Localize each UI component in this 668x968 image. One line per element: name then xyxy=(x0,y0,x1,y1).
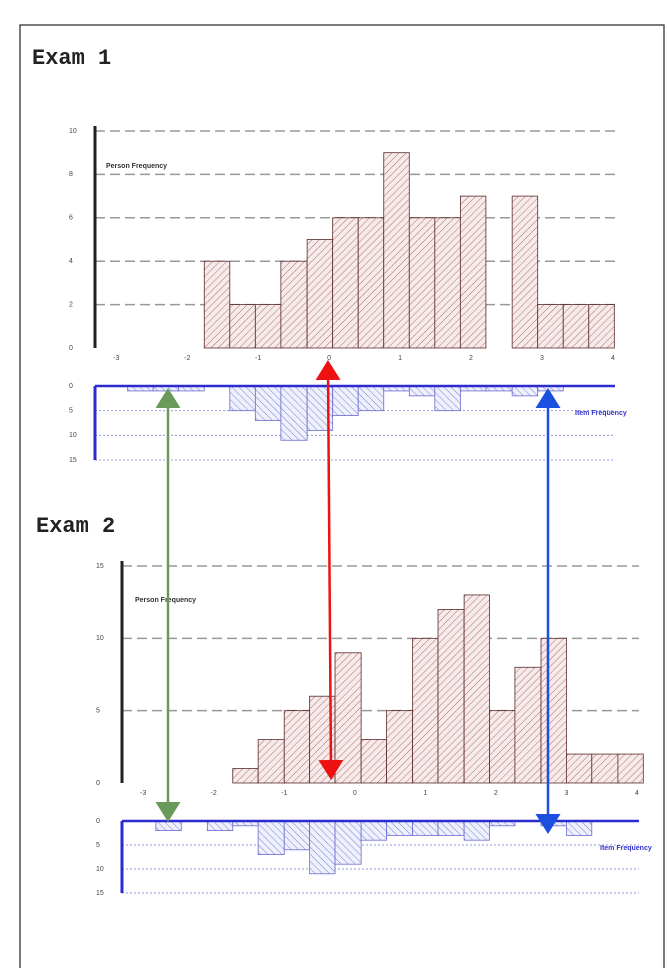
bar xyxy=(357,385,385,412)
bar xyxy=(566,820,593,836)
bar xyxy=(412,637,439,784)
bar xyxy=(332,217,359,349)
y-tick-label: 10 xyxy=(69,128,77,135)
bar xyxy=(229,304,256,349)
bar xyxy=(617,753,644,784)
bar xyxy=(489,710,516,784)
bar xyxy=(537,304,564,349)
bar xyxy=(206,820,234,832)
axis-annotation: Person Frequency xyxy=(135,597,196,604)
frame xyxy=(19,24,665,968)
bar xyxy=(412,820,439,836)
x-tick-label: 2 xyxy=(469,355,473,362)
bar xyxy=(203,260,231,349)
x-tick-label: 0 xyxy=(327,355,331,362)
y-tick-label: 2 xyxy=(69,301,73,308)
y-tick-label: 15 xyxy=(96,563,104,570)
bar xyxy=(463,594,490,784)
bar xyxy=(437,820,465,836)
axis-annotation: Item Frequency xyxy=(600,845,652,852)
bar xyxy=(155,820,182,832)
x-tick-label: 4 xyxy=(611,355,615,362)
y-tick-label: 0 xyxy=(96,818,100,825)
x-tick-label: 4 xyxy=(635,790,639,797)
y-tick-label: 15 xyxy=(69,457,77,464)
bar xyxy=(257,820,285,855)
bar xyxy=(408,385,436,397)
y-tick-label: 10 xyxy=(69,432,77,439)
bar xyxy=(562,304,590,349)
x-tick-label: 2 xyxy=(494,790,498,797)
x-tick-label: -2 xyxy=(211,790,217,797)
bar xyxy=(257,739,285,784)
bar xyxy=(334,820,362,865)
bar xyxy=(437,609,465,784)
axis-annotation: Person Frequency xyxy=(106,163,167,170)
exam-title: Exam 2 xyxy=(36,514,115,539)
bar xyxy=(514,666,542,784)
y-tick-label: 0 xyxy=(96,780,100,787)
bar xyxy=(332,385,359,417)
bar xyxy=(280,260,308,349)
x-tick-label: -2 xyxy=(184,355,190,362)
y-tick-label: 0 xyxy=(69,345,73,352)
y-tick-label: 6 xyxy=(69,215,73,222)
bar xyxy=(306,239,334,349)
bar xyxy=(254,385,282,421)
bar xyxy=(434,217,461,349)
y-tick-label: 10 xyxy=(96,635,104,642)
y-tick-label: 0 xyxy=(69,383,73,390)
bar xyxy=(588,304,615,349)
x-tick-label: 3 xyxy=(564,790,568,797)
bar xyxy=(511,385,539,397)
bar xyxy=(386,710,414,784)
bar xyxy=(434,385,461,412)
bar xyxy=(334,652,362,784)
bar xyxy=(357,217,385,349)
y-tick-label: 15 xyxy=(96,890,104,897)
y-tick-label: 4 xyxy=(69,258,73,265)
bar xyxy=(591,753,619,784)
x-tick-label: 3 xyxy=(540,355,544,362)
bar xyxy=(408,217,436,349)
bar xyxy=(459,195,487,349)
bar xyxy=(232,768,259,784)
exam-title: Exam 1 xyxy=(32,46,111,71)
x-tick-label: -3 xyxy=(113,355,119,362)
x-tick-label: -1 xyxy=(281,790,287,797)
bar xyxy=(309,820,336,875)
x-tick-label: 1 xyxy=(423,790,427,797)
bar xyxy=(566,753,593,784)
y-tick-label: 5 xyxy=(96,842,100,849)
axis-annotation: Item Frequency xyxy=(575,410,627,417)
y-tick-label: 5 xyxy=(96,708,100,715)
bar xyxy=(283,820,311,851)
bar xyxy=(360,820,387,841)
x-tick-label: -3 xyxy=(140,790,146,797)
bar xyxy=(254,304,282,349)
bar xyxy=(383,152,410,349)
x-tick-label: -1 xyxy=(255,355,261,362)
bar xyxy=(229,385,256,412)
bar xyxy=(463,820,490,841)
arrow xyxy=(315,360,344,780)
bar xyxy=(511,195,539,349)
bar xyxy=(283,710,311,784)
y-tick-label: 8 xyxy=(69,171,73,178)
y-tick-label: 10 xyxy=(96,866,104,873)
x-tick-label: 1 xyxy=(398,355,402,362)
bar xyxy=(280,385,308,441)
bar xyxy=(360,739,387,784)
bar xyxy=(540,637,567,784)
x-tick-label: 0 xyxy=(353,790,357,797)
bar xyxy=(386,820,414,836)
y-tick-label: 5 xyxy=(69,408,73,415)
